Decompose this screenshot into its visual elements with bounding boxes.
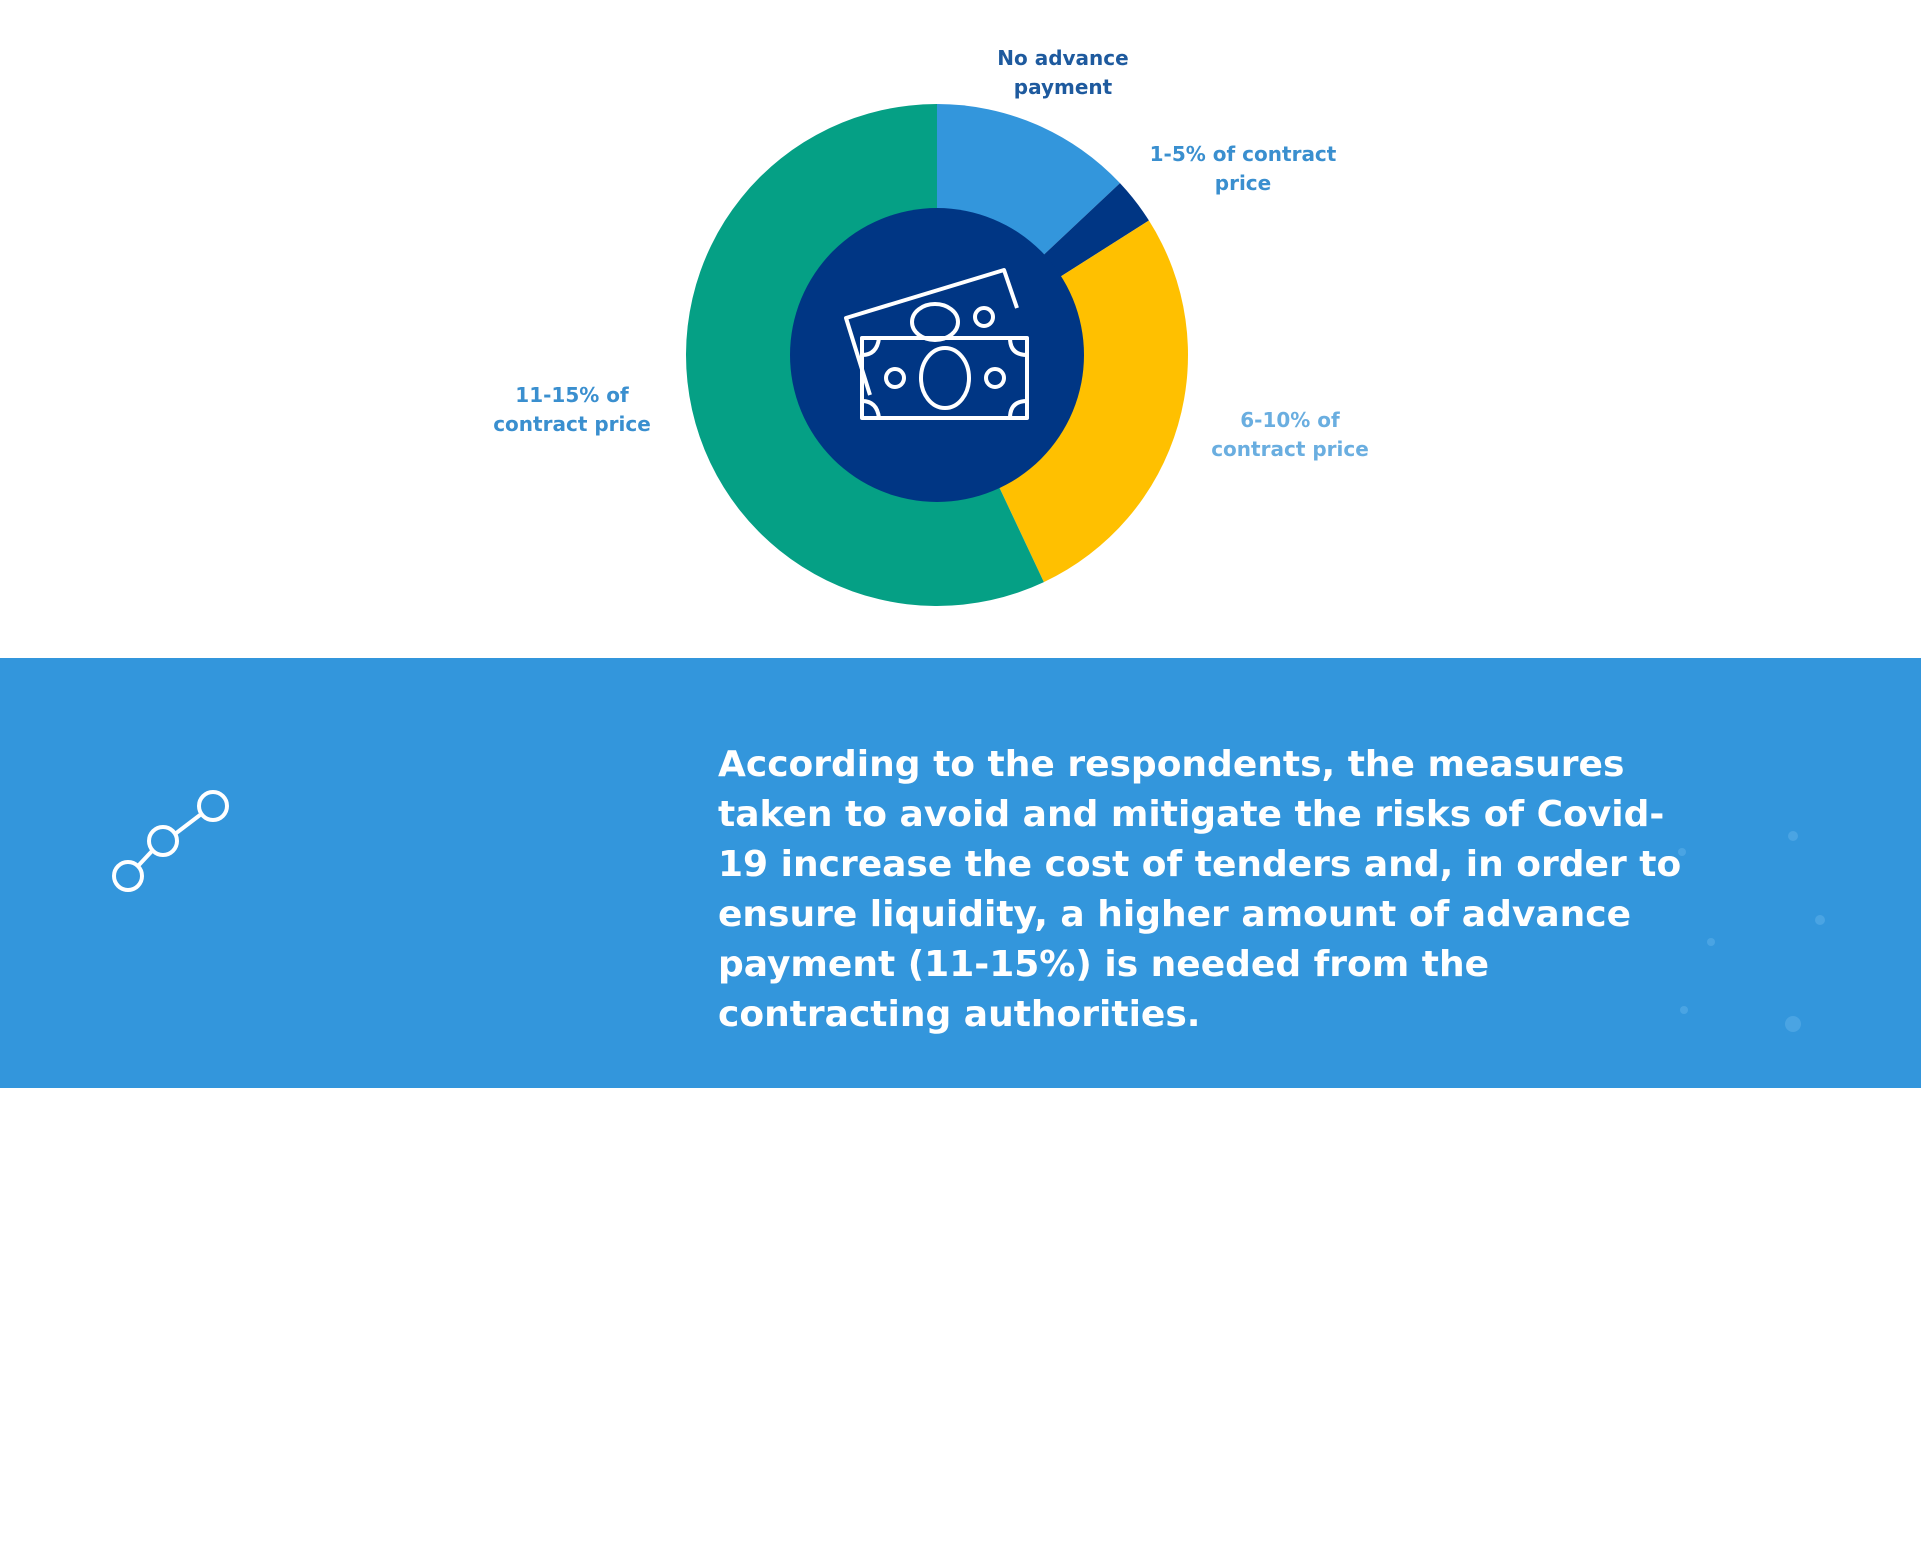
slice-label: 11-15% of contract price (493, 383, 651, 436)
brand-name: Rail Baltica (198, 1480, 556, 1553)
page: {"chart_data": {"type": "donut", "catego… (0, 46, 1921, 1553)
chart (686, 104, 1188, 606)
slice-label: 1-5% of contract price (1149, 142, 1337, 195)
summary-text: According to the respondents, the measur… (718, 744, 1682, 1035)
logo-icon (112, 790, 229, 892)
money-icon (844, 268, 1029, 420)
dots (1678, 831, 1825, 1032)
footer-decor (112, 790, 1825, 1032)
footer-band: Rail Baltica According to the respondent… (0, 658, 1921, 1553)
donut-center (790, 208, 1084, 502)
slice-label: 6-10% of contract price (1211, 408, 1369, 461)
slice-label: No advance payment (997, 46, 1129, 99)
